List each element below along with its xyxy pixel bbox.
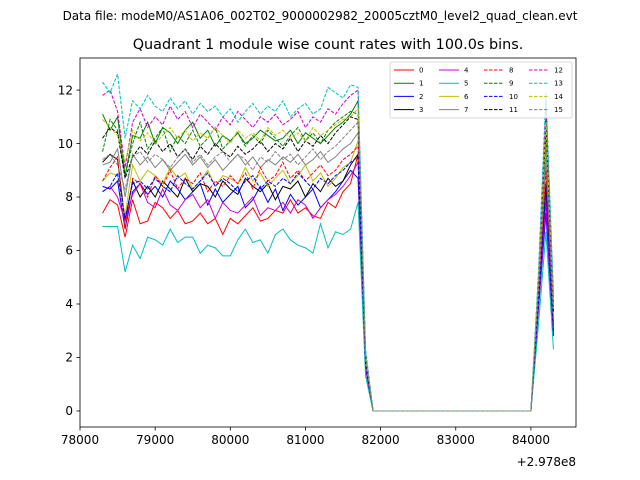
legend-label-12: 12: [554, 67, 563, 75]
y-tick-label: 4: [65, 297, 73, 311]
y-tick-label: 0: [65, 404, 73, 418]
x-tick-label: 78000: [61, 433, 99, 447]
legend-label-7: 7: [464, 106, 468, 114]
x-tick-label: 82000: [362, 433, 400, 447]
legend-label-1: 1: [419, 80, 423, 88]
legend-label-11: 11: [509, 106, 518, 114]
legend-label-8: 8: [509, 67, 513, 75]
legend-label-0: 0: [419, 67, 423, 75]
x-tick-label: 79000: [136, 433, 174, 447]
x-tick-label: 81000: [286, 433, 324, 447]
x-tick-label: 83000: [437, 433, 475, 447]
series-layer: [102, 73, 554, 412]
y-tick-label: 6: [65, 244, 73, 258]
legend-label-9: 9: [509, 80, 513, 88]
legend-label-3: 3: [419, 106, 423, 114]
y-tick-label: 8: [65, 190, 73, 204]
series-line-15: [102, 120, 554, 412]
y-tick-label: 10: [58, 137, 73, 151]
x-axis: 78000 79000 80000 81000 82000 83000 84000: [61, 427, 550, 447]
legend-label-14: 14: [554, 93, 563, 101]
x-tick-label: 84000: [512, 433, 550, 447]
legend-box: [389, 61, 573, 119]
legend-label-4: 4: [464, 67, 469, 75]
x-tick-label: 80000: [211, 433, 249, 447]
legend-label-13: 13: [554, 80, 563, 88]
y-tick-label: 12: [58, 83, 73, 97]
legend-label-10: 10: [509, 93, 518, 101]
legend-label-2: 2: [419, 93, 423, 101]
chart-title: Quadrant 1 module wise count rates with …: [133, 37, 524, 53]
data-file-header: Data file: modeM0/AS1A06_002T02_90000029…: [63, 9, 578, 23]
legend-label-15: 15: [554, 106, 563, 114]
plot-area: [79, 57, 577, 428]
legend-label-6: 6: [464, 93, 469, 101]
axes-frame: [79, 57, 577, 428]
y-tick-label: 2: [65, 351, 73, 365]
x-offset-label: +2.978e8: [517, 455, 576, 469]
legend-label-5: 5: [464, 80, 468, 88]
y-axis: 0 2 4 6 8 10 12: [58, 83, 80, 418]
